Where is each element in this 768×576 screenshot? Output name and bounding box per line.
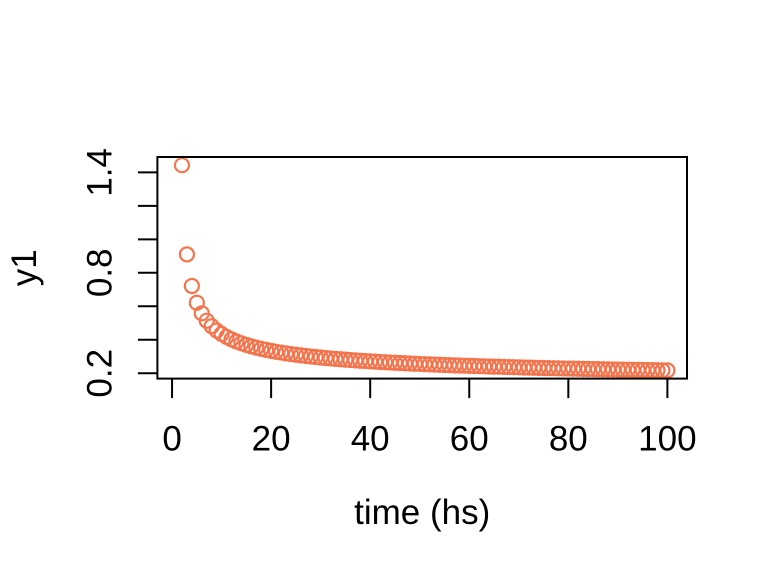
x-tick-label: 60 [450, 420, 489, 459]
data-point [659, 362, 676, 379]
data-point [173, 157, 191, 174]
plot-box [156, 156, 688, 380]
data-point [178, 246, 196, 263]
y-tick-label: 1.4 [81, 148, 120, 197]
data-point [654, 362, 671, 379]
y-axis-title: y1 [5, 249, 44, 286]
x-tick-label: 80 [549, 420, 588, 459]
x-tick-label: 40 [351, 420, 390, 459]
data-point [183, 277, 200, 295]
y-axis: 0.2 0.8 1.4 [81, 148, 158, 398]
x-axis-title: time (hs) [354, 493, 490, 532]
x-tick-label: 100 [638, 420, 696, 459]
data-points [173, 157, 676, 379]
data-point [198, 312, 215, 329]
x-tick-label: 0 [162, 420, 181, 459]
x-tick-label: 20 [252, 420, 291, 459]
data-point [649, 362, 666, 379]
data-point [203, 318, 220, 335]
x-axis: 0 20 40 60 80 100 [162, 378, 697, 459]
y-tick-label: 0.2 [81, 349, 120, 398]
y-tick-label: 0.8 [81, 248, 120, 297]
